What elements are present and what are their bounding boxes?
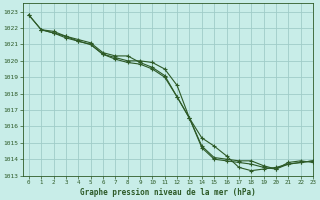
X-axis label: Graphe pression niveau de la mer (hPa): Graphe pression niveau de la mer (hPa) [80, 188, 256, 197]
